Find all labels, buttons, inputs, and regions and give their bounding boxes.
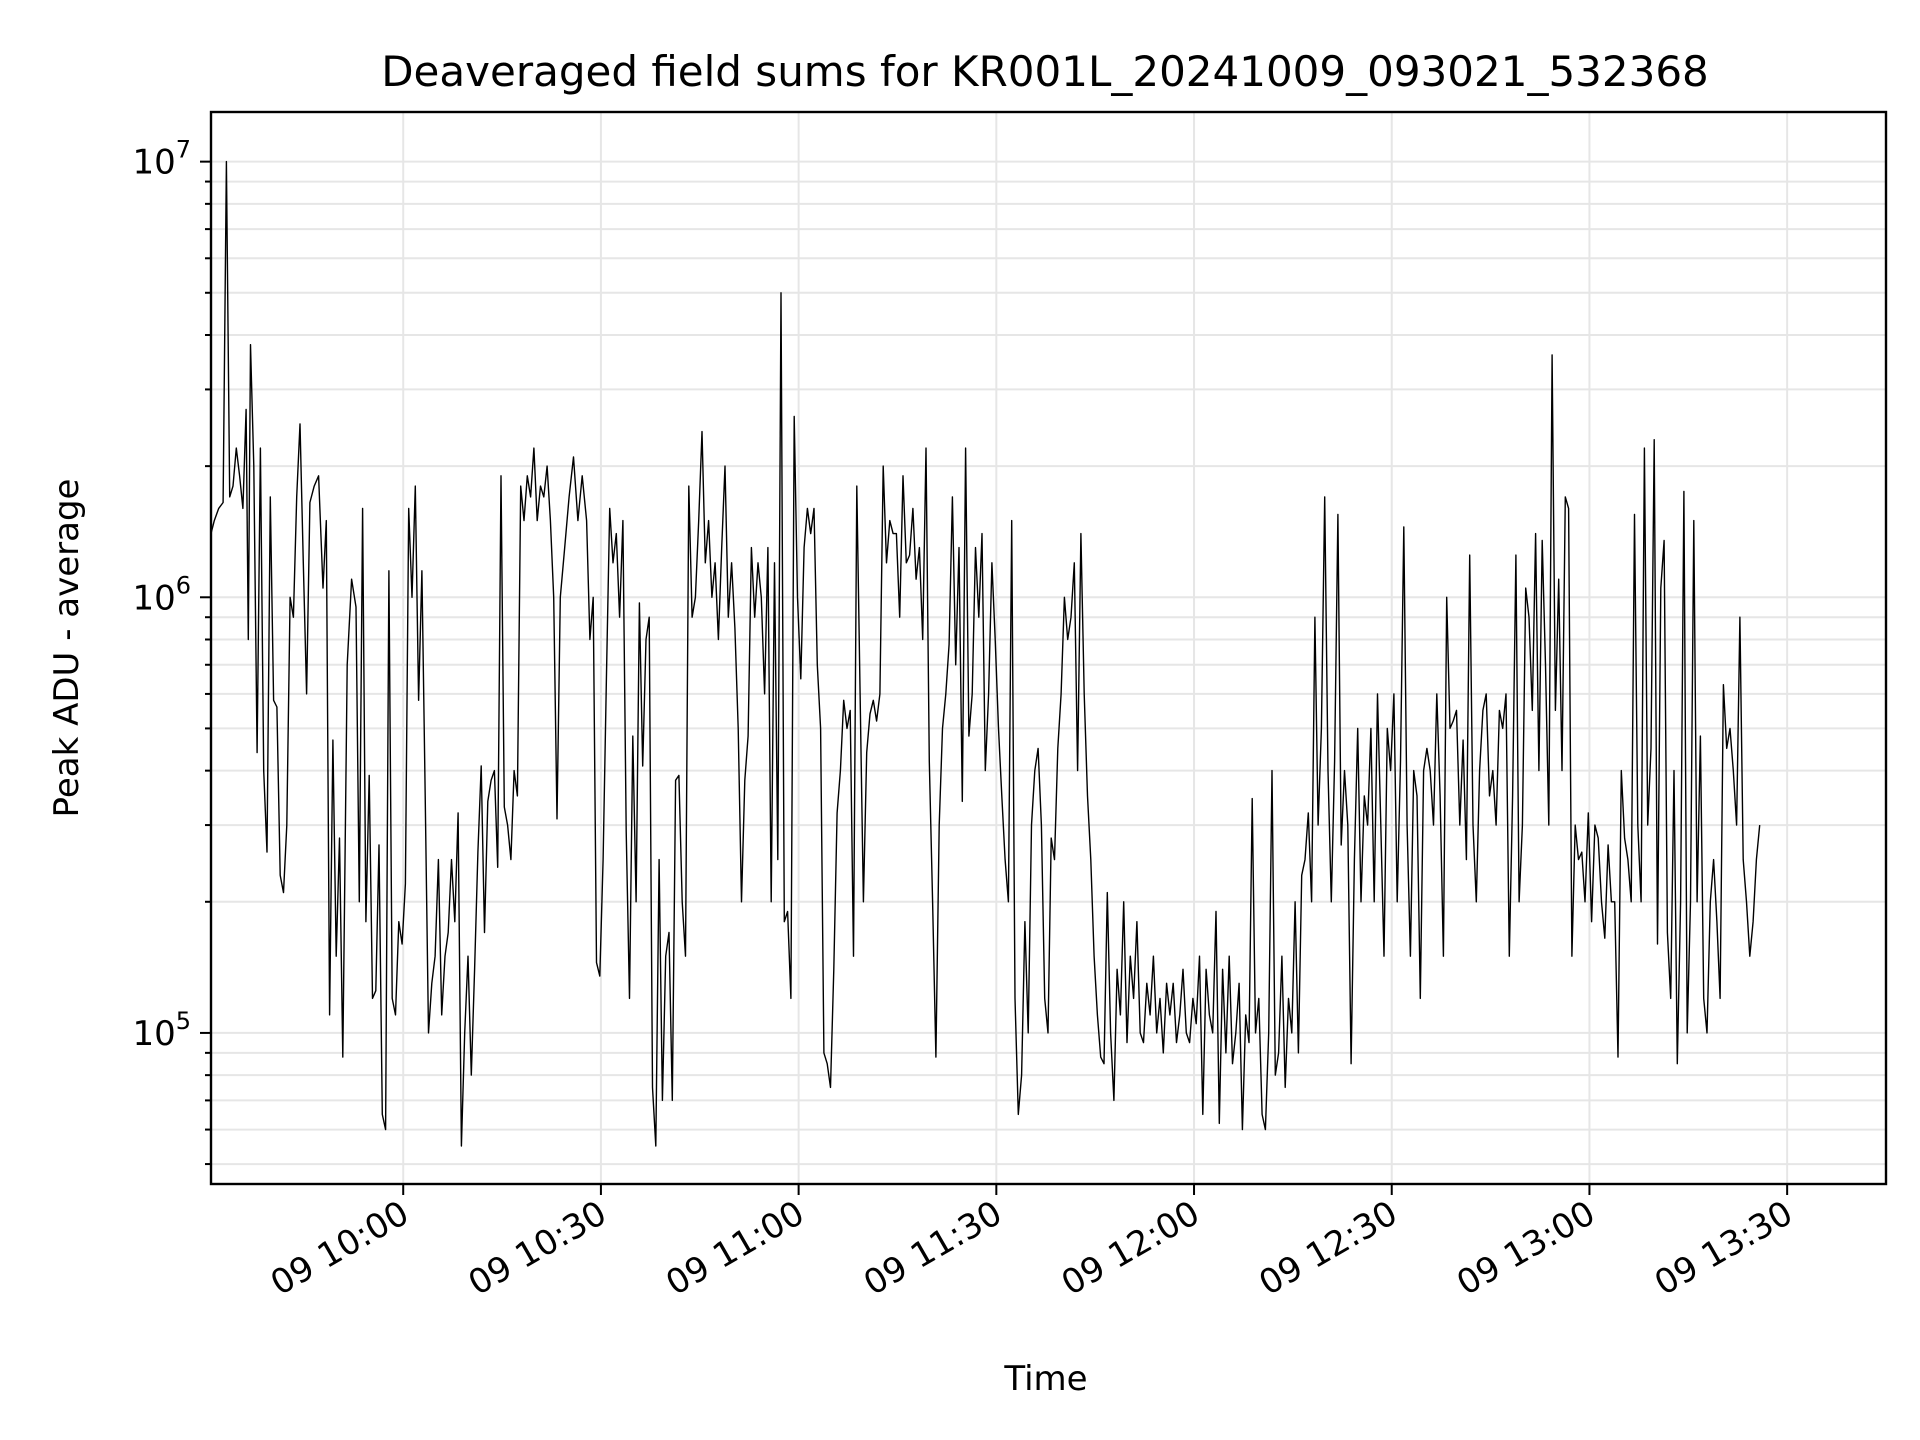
x-tick-label: 09 13:30 (1648, 1193, 1800, 1304)
x-tick-label: 09 12:00 (1055, 1193, 1207, 1304)
chart-title: Deaveraged field sums for KR001L_2024100… (381, 47, 1709, 96)
y-axis: 105 106 107 (132, 136, 211, 1166)
plot-area (211, 160, 1761, 1147)
x-axis: 09 10:00 09 10:30 09 11:00 09 11:30 09 12:00… (264, 1184, 1800, 1304)
x-tick-label: 09 10:30 (462, 1193, 614, 1304)
y-axis-title: Peak ADU - average (47, 479, 87, 818)
x-tick-label: 09 11:00 (659, 1193, 811, 1304)
x-tick-label: 09 12:30 (1253, 1193, 1405, 1304)
x-tick-label: 09 11:30 (857, 1193, 1009, 1304)
y-tick-label: 107 (132, 136, 191, 183)
x-axis-title: Time (1003, 1359, 1087, 1399)
y-tick-label: 106 (132, 571, 191, 618)
grid-lines (211, 112, 1886, 1184)
plot-frame (209, 110, 1888, 1186)
x-tick-label: 09 10:00 (264, 1193, 416, 1304)
y-tick-label: 105 (132, 1007, 191, 1054)
series-line (211, 160, 1761, 1147)
x-tick-label: 09 13:00 (1450, 1193, 1602, 1304)
